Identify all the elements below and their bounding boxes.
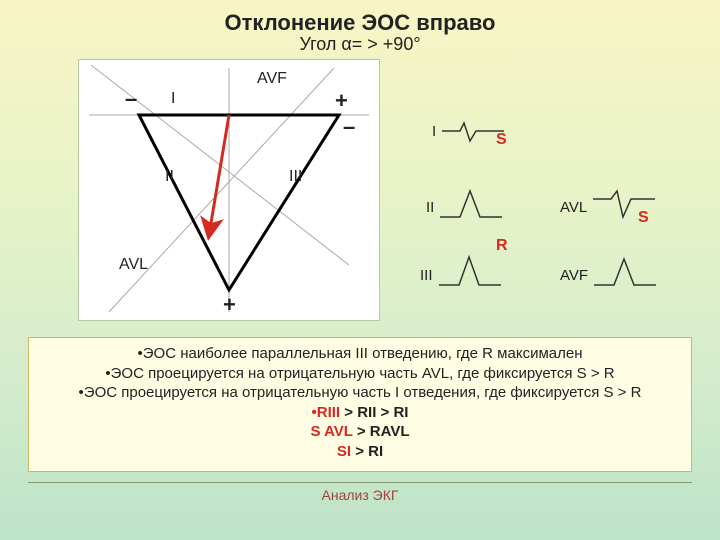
b6a: SI [337,443,351,460]
anno-R: R [496,237,508,255]
label-avf: AVF [257,70,287,88]
bullet-5: S AVL > RAVL [39,422,681,442]
minus-tr: – [343,114,355,140]
bullet-1: •ЭОС наиболее параллельная III отведению… [39,344,681,364]
b5b: > RAVL [353,423,410,440]
b4a: •RIII [312,404,341,421]
bullet-6: SI > RI [39,442,681,462]
bullet-2: •ЭОС проецируется на отрицательную часть… [39,364,681,384]
wave-III: III [420,255,501,295]
wave-III-label: III [420,267,433,284]
wave-II: II [426,187,502,227]
wave-AVL-label: AVL [560,199,587,216]
wave-III-svg [439,255,501,295]
wave-AVF-label: AVF [560,267,588,284]
bullet-4: •RIII > RII > RI [39,403,681,423]
axis-diagram: + – – + AVF I II III AVL [78,59,380,321]
label-iii: III [289,168,302,186]
wave-AVF: AVF [560,255,656,295]
label-i: I [171,90,175,108]
page-title: Отклонение ЭОС вправо [28,10,692,36]
plus-bot: + [223,292,236,318]
label-avl: AVL [119,256,148,274]
page-subtitle: Угол α= > +90° [28,34,692,55]
b4b: > RII > RI [340,404,408,421]
axis-svg [79,60,379,320]
plus-top: + [335,88,348,114]
bullet-3: •ЭОС проецируется на отрицательную часть… [39,383,681,403]
label-ii: II [165,168,174,186]
slide: Отклонение ЭОС вправо Угол α= > +90° [0,0,720,540]
wave-I-svg [442,111,504,151]
b6b: > RI [351,443,383,460]
b5a: S AVL [310,423,352,440]
footer-text: Анализ ЭКГ [28,487,692,503]
wave-I-label: I [432,123,436,140]
wave-AVF-svg [594,255,656,295]
waveforms-panel: I II III AVL [380,59,692,329]
anno-S2: S [638,209,649,227]
minus-tl: – [125,86,137,112]
footer-rule [28,482,692,483]
bullets-box: •ЭОС наиболее параллельная III отведению… [28,337,692,472]
anno-S1: S [496,131,507,149]
wave-II-label: II [426,199,434,216]
wave-I: I [432,111,504,151]
wave-II-svg [440,187,502,227]
content-row: + – – + AVF I II III AVL I II [28,59,692,329]
